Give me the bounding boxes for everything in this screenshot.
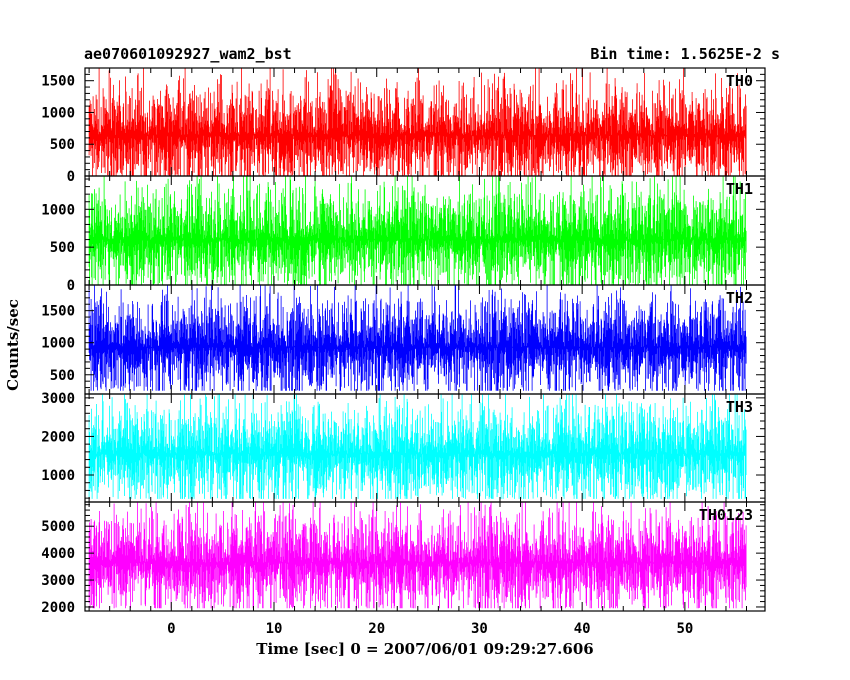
panel-frame: [84, 501, 766, 612]
y-axis-label: Counts/sec: [4, 299, 22, 391]
y-tick-label: 4000: [41, 546, 75, 562]
x-axis: 0 10 20 30 40 50: [167, 621, 693, 637]
bin-time-label: Bin time: 1.5625E-2 s: [590, 45, 780, 63]
y-tick-label: 3000: [41, 391, 75, 407]
y-tick-label: 5000: [41, 519, 75, 535]
x-tick-label: 10: [266, 621, 283, 637]
x-axis-label: Time [sec] 0 = 2007/06/01 09:29:27.606: [256, 640, 593, 658]
y-tick-label: 1500: [41, 304, 75, 320]
series-th1: [88, 176, 747, 285]
series-th0123: [88, 502, 747, 609]
y-tick-label: 2000: [41, 600, 75, 616]
chart-title: ae070601092927_wam2_bst: [84, 45, 292, 63]
y-tick-label: 0: [67, 278, 75, 294]
panel-label-th0123: TH0123: [699, 506, 753, 524]
y-tick-label: 1500: [41, 74, 75, 90]
x-tick-label: 30: [471, 621, 488, 637]
y-tick-label: 500: [50, 240, 75, 256]
y-tick-label: 500: [50, 137, 75, 153]
x-tick-label: 50: [676, 621, 693, 637]
y-tick-label: 2000: [41, 429, 75, 445]
panel-th1: 0 500 1000 TH1: [41, 175, 766, 294]
y-tick-label: 500: [50, 368, 75, 384]
panel-label-th1: TH1: [726, 180, 753, 198]
x-tick-label: 0: [167, 621, 175, 637]
series-th2: [88, 285, 747, 391]
panel-label-th2: TH2: [726, 289, 753, 307]
panel-th0: 0 500 1000 1500 TH0: [41, 67, 766, 185]
panel-th2: 500 1000 1500 TH2: [41, 284, 766, 395]
panels: 0 500 1000 1500 TH0 0 500 1000 TH1 500 1000 1500 TH2…: [41, 67, 766, 616]
panel-label-th0: TH0: [726, 72, 753, 90]
y-tick-label: 1000: [41, 468, 75, 484]
x-tick-label: 40: [574, 621, 591, 637]
series-th3: [88, 394, 747, 499]
panel-th0123: 2000 3000 4000 5000 TH0123: [41, 501, 766, 616]
y-tick-label: 1000: [41, 336, 75, 352]
series-th0: [88, 68, 747, 176]
x-tick-label: 20: [368, 621, 385, 637]
panel-label-th3: TH3: [726, 398, 753, 416]
y-tick-label: 3000: [41, 573, 75, 589]
y-tick-label: 0: [67, 169, 75, 185]
y-tick-label: 1000: [41, 202, 75, 218]
y-tick-label: 1000: [41, 105, 75, 121]
panel-th3: 1000 2000 3000 TH3: [41, 391, 766, 503]
